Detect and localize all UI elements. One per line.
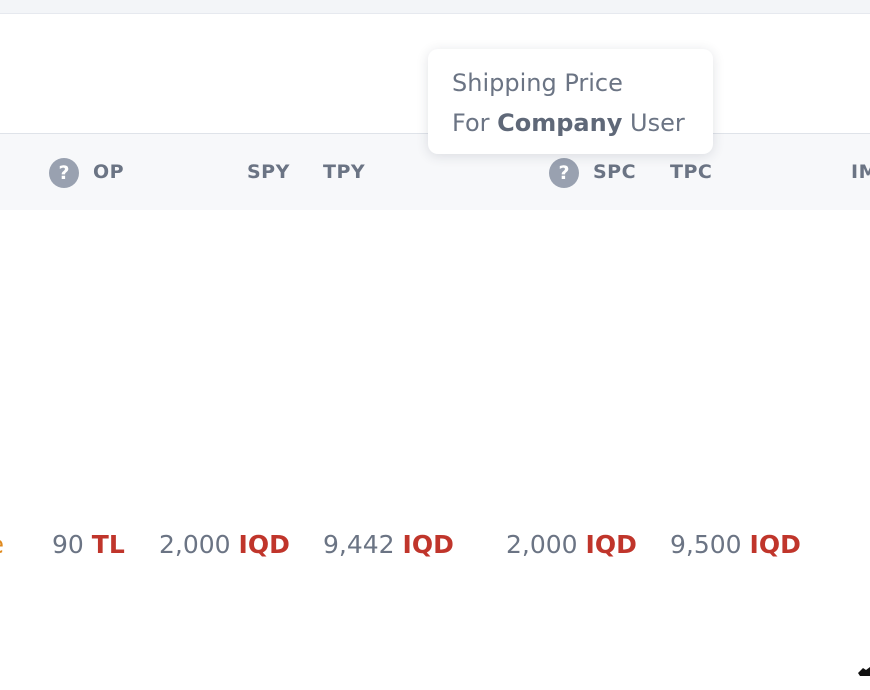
cell-tpc: 9,500 IQD	[670, 525, 801, 565]
spc-currency: IQD	[585, 530, 637, 559]
column-header-truncated[interactable]: IM	[851, 161, 870, 183]
question-icon-spc[interactable]: ?	[549, 158, 579, 188]
cell-spc: 2,000 IQD	[506, 525, 637, 565]
tooltip-suffix: User	[630, 109, 685, 137]
tpy-currency: IQD	[402, 530, 454, 559]
tooltip-prefix: For	[452, 109, 490, 137]
column-header-tpy[interactable]: TPY	[323, 161, 366, 183]
column-header-tpc[interactable]: TPC	[670, 161, 713, 183]
spc-value: 2,000	[506, 530, 578, 559]
shipping-price-tooltip: Shipping Price For Company User	[428, 49, 713, 154]
tpc-currency: IQD	[749, 530, 801, 559]
question-icon-op[interactable]: ?	[49, 158, 79, 188]
cell-tpy: 9,442 IQD	[323, 525, 454, 565]
tpc-value: 9,500	[670, 530, 742, 559]
tpy-value: 9,442	[323, 530, 395, 559]
spy-value: 2,000	[159, 530, 231, 559]
column-header-op[interactable]: OP	[93, 161, 125, 183]
op-currency: TL	[91, 530, 125, 559]
cell-op: 90 TL	[52, 525, 125, 565]
column-header-spc[interactable]: SPC	[593, 161, 637, 183]
tooltip-line-1: Shipping Price	[452, 69, 623, 97]
tooltip-bold-word: Company	[497, 109, 623, 137]
top-strip	[0, 0, 870, 14]
clipped-status-letter: e	[0, 525, 4, 565]
clipped-status-text: e	[0, 525, 4, 565]
partial-corner-icon	[858, 667, 870, 676]
op-value: 90	[52, 530, 84, 559]
column-header-spy[interactable]: SPY	[247, 161, 290, 183]
cell-spy: 2,000 IQD	[159, 525, 290, 565]
spy-currency: IQD	[238, 530, 290, 559]
tooltip-line-2: For Company User	[452, 103, 713, 143]
